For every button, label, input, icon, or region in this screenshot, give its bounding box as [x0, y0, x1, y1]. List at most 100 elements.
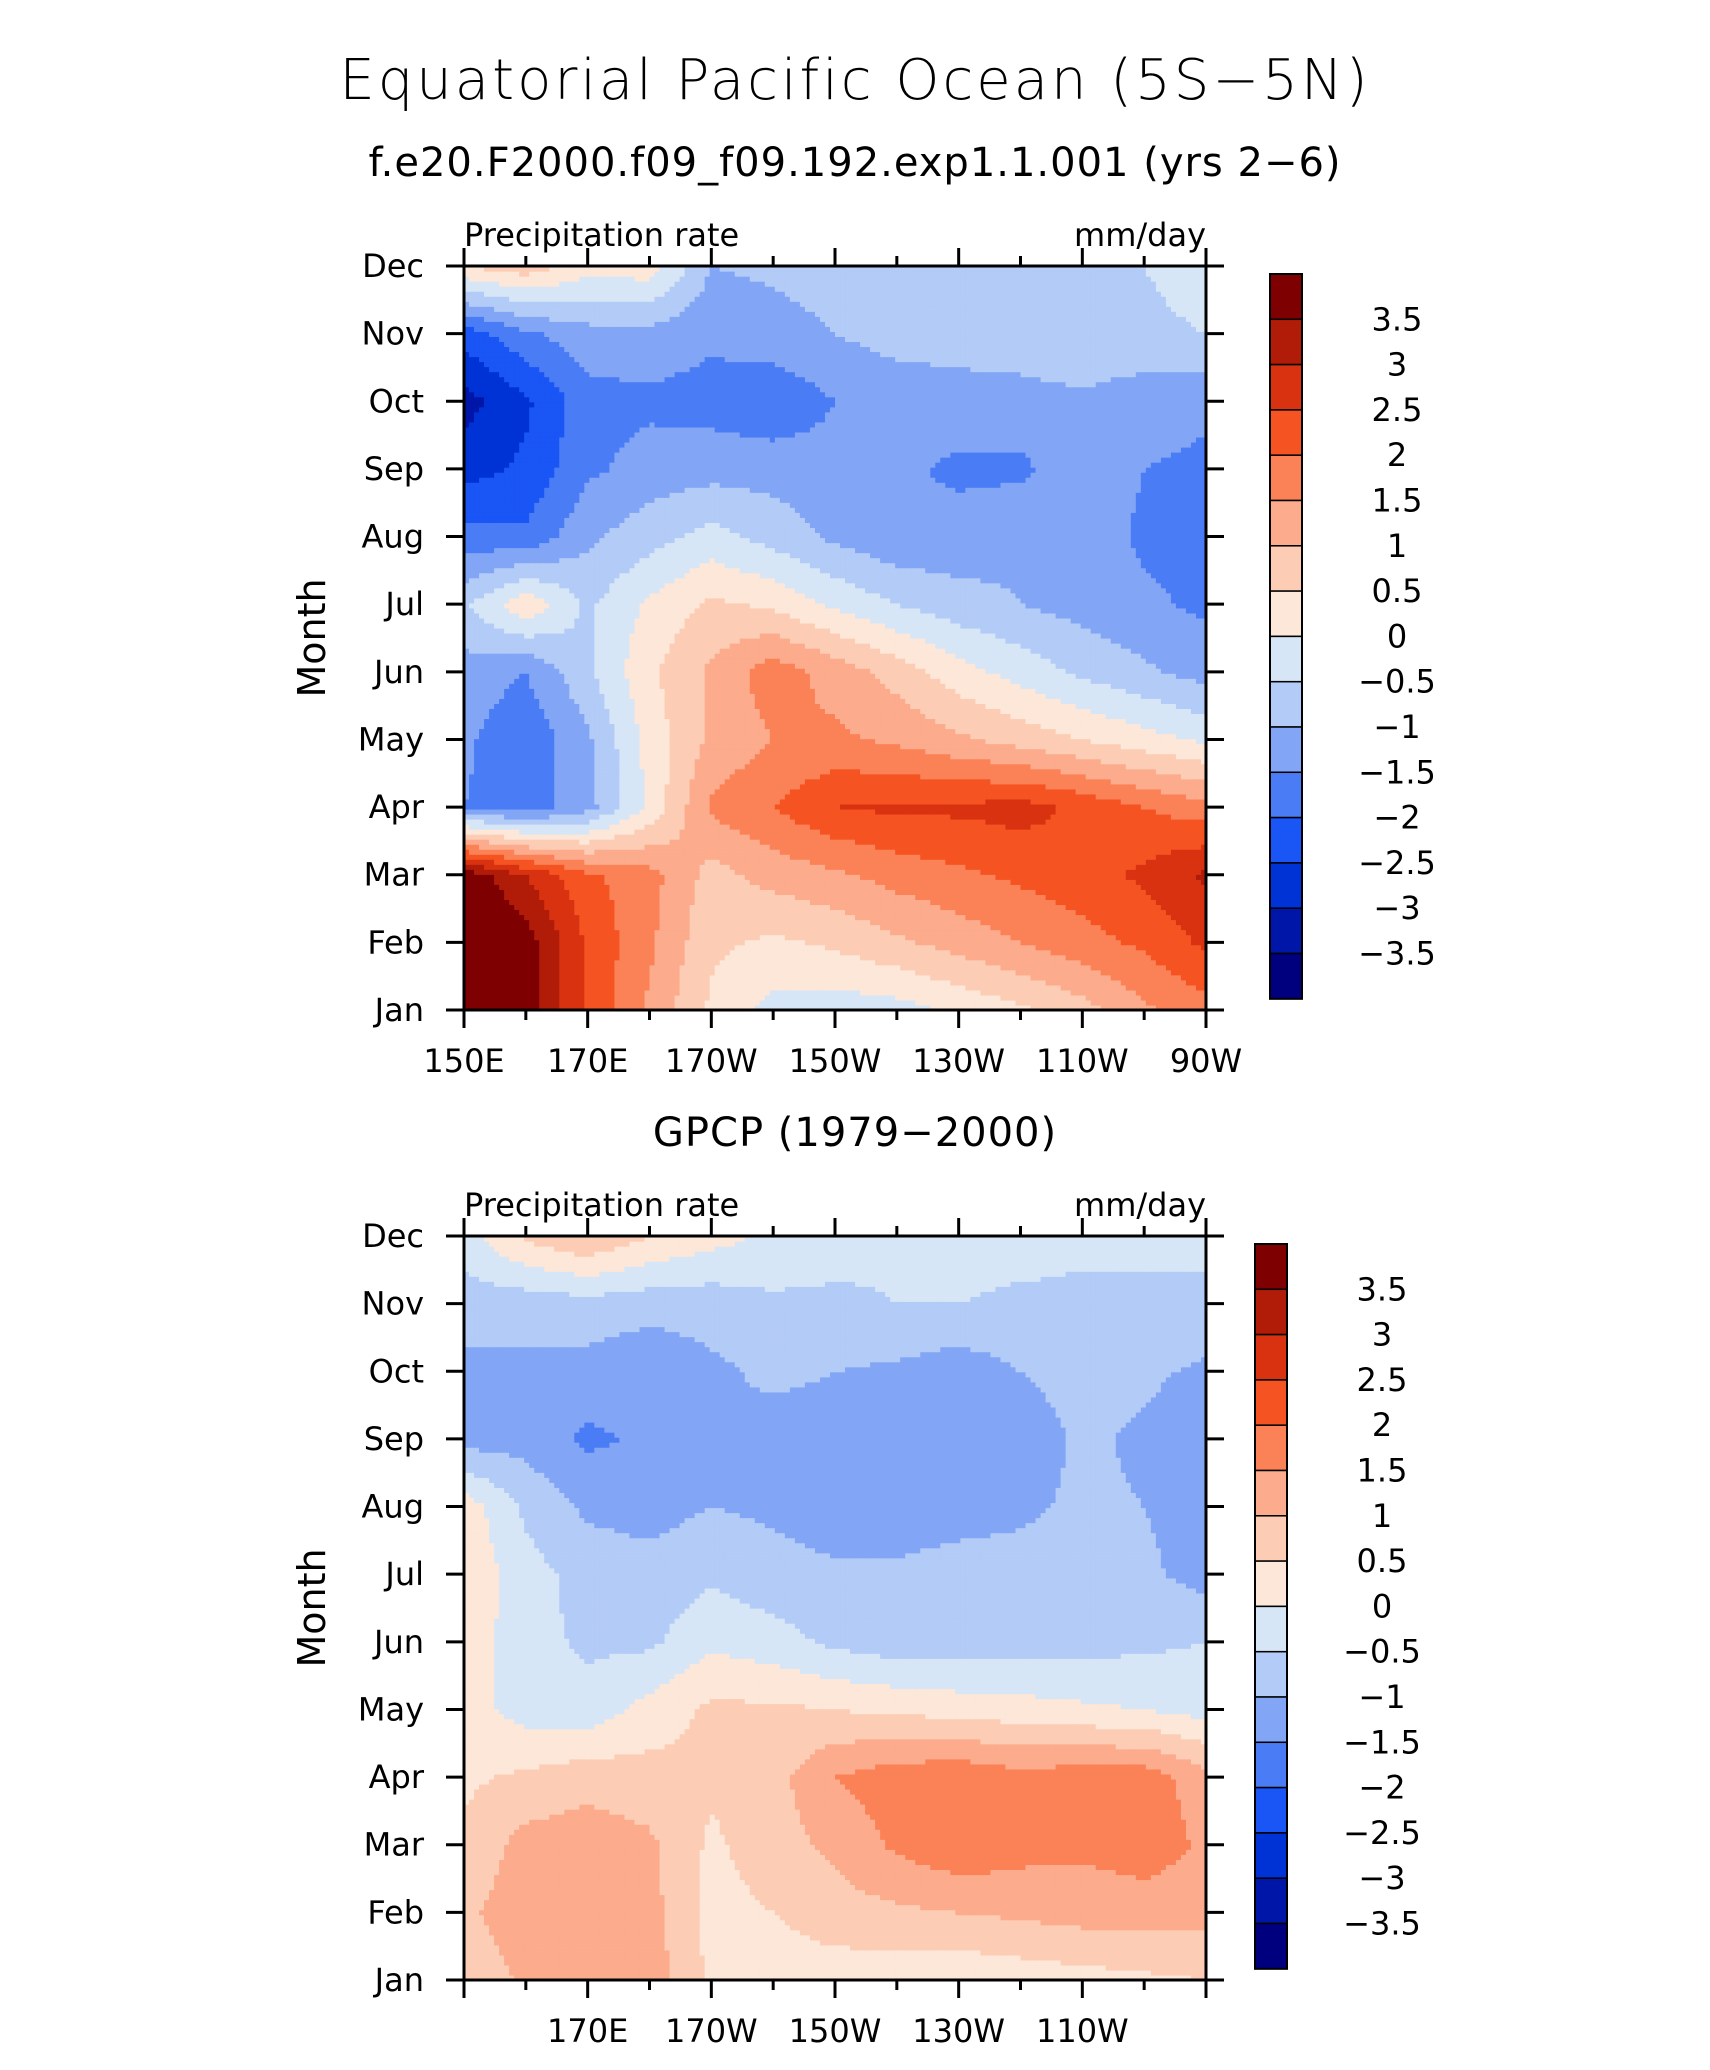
field-cell [679, 999, 686, 1006]
field-cell [629, 949, 636, 956]
field-cell [644, 854, 651, 860]
field-cell [719, 979, 726, 986]
field-cell [644, 864, 651, 870]
field-cell [1000, 889, 1007, 895]
field-cell [1075, 999, 1082, 1006]
field-cell [714, 879, 721, 885]
field-cell [814, 979, 821, 986]
field-cell [1150, 904, 1157, 911]
field-cell [905, 944, 911, 951]
field-cell [1105, 944, 1112, 951]
field-cell [925, 939, 931, 946]
field-cell [574, 1004, 580, 1011]
field-cell [970, 909, 976, 916]
field-cell [814, 934, 821, 941]
field-cell [1195, 1004, 1202, 1011]
field-cell [534, 944, 540, 951]
field-cell [1090, 994, 1097, 1001]
field-cell [1095, 874, 1102, 880]
field-cell [1005, 854, 1012, 860]
field-cell [749, 949, 756, 956]
field-cell [1130, 894, 1137, 901]
field-cell [835, 899, 841, 906]
field-cell [1175, 874, 1182, 880]
field-cell [804, 854, 811, 860]
field-cell [794, 874, 801, 880]
field-cell [905, 884, 911, 890]
field-cell [875, 909, 881, 916]
field-cell [649, 904, 656, 911]
field-cell [669, 914, 676, 921]
field-cell [935, 844, 941, 850]
field-cell [749, 849, 756, 855]
field-cell [865, 889, 871, 895]
field-cell [1095, 949, 1102, 956]
field-cell [995, 964, 1002, 971]
field-cell [1105, 979, 1112, 986]
field-cell [1080, 954, 1087, 961]
field-cell [594, 889, 600, 895]
field-cell [935, 874, 941, 880]
field-cell [1130, 864, 1137, 870]
field-cell [654, 979, 661, 986]
field-cell [549, 979, 555, 986]
field-cell [1150, 929, 1157, 936]
field-cell [734, 999, 741, 1006]
field-cell [499, 899, 505, 906]
field-cell [1065, 874, 1072, 880]
field-cell [1180, 879, 1187, 885]
field-cell [689, 924, 696, 931]
field-cell [845, 894, 851, 901]
field-cell [564, 959, 570, 966]
field-cell [1065, 849, 1072, 855]
field-cell [890, 929, 896, 936]
field-cell [714, 859, 721, 865]
field-cell [824, 1004, 831, 1011]
field-cell [960, 974, 966, 981]
field-cell [1115, 889, 1122, 895]
field-cell [1010, 954, 1017, 961]
field-cell [1075, 859, 1082, 865]
field-cell [1155, 889, 1162, 895]
field-cell [1105, 914, 1112, 921]
field-cell [1020, 844, 1027, 850]
field-cell [915, 939, 921, 946]
field-cell [589, 849, 595, 855]
field-cell [1060, 934, 1067, 941]
field-cell [764, 904, 771, 911]
field-cell [1035, 904, 1042, 911]
field-cell [900, 989, 906, 996]
field-cell [1190, 939, 1197, 946]
field-cell [574, 859, 580, 865]
field-cell [469, 839, 475, 845]
field-cell [1155, 859, 1162, 865]
field-cell [769, 879, 776, 885]
field-cell [1070, 849, 1077, 855]
field-cell [694, 964, 701, 971]
field-cell [1160, 1004, 1167, 1011]
field-cell [474, 844, 480, 850]
field-cell [779, 994, 786, 1001]
field-cell [534, 874, 540, 880]
field-cell [679, 879, 686, 885]
field-cell [649, 974, 656, 981]
field-cell [865, 949, 871, 956]
field-cell [594, 989, 600, 996]
field-cell [514, 909, 520, 916]
field-cell [564, 979, 570, 986]
field-cell [504, 839, 510, 845]
field-cell [885, 889, 891, 895]
field-cell [464, 864, 470, 870]
field-cell [644, 919, 651, 926]
field-cell [1000, 994, 1007, 1001]
field-cell [1005, 844, 1012, 850]
field-cell [504, 929, 510, 936]
field-cell [1095, 939, 1102, 946]
field-cell [885, 859, 891, 865]
field-cell [1110, 859, 1117, 865]
field-cell [484, 1004, 490, 1011]
field-cell [840, 924, 846, 931]
field-cell [970, 954, 976, 961]
field-cell [855, 839, 861, 845]
field-cell [1175, 879, 1182, 885]
